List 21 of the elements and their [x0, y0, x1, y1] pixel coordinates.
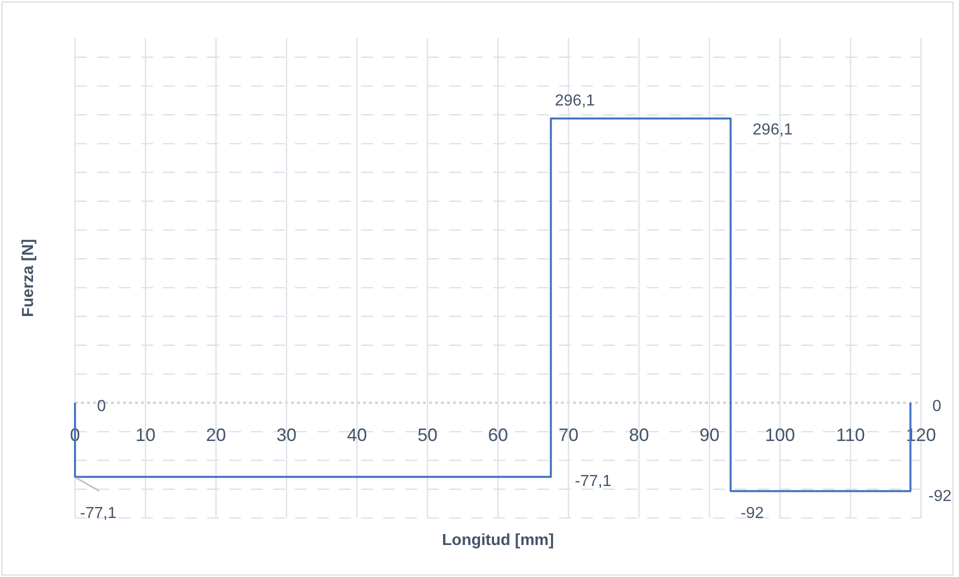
x-tick-label: 70: [558, 424, 579, 445]
x-tick-label: 40: [346, 424, 368, 445]
data-label: -92: [928, 488, 952, 506]
data-label: -77,1: [574, 472, 612, 490]
y-axis-title: Fuerza [N]: [20, 238, 37, 318]
data-label: -92: [740, 505, 764, 522]
x-axis-title: Longitud [mm]: [442, 532, 554, 549]
x-tick-label: 80: [628, 424, 650, 445]
x-tick-label: 100: [764, 424, 796, 445]
x-tick-label: 60: [488, 424, 508, 445]
x-tick-label: 90: [699, 424, 720, 445]
x-tick-label: 10: [135, 424, 156, 445]
x-tick-label: 30: [276, 424, 297, 445]
data-label: 0: [932, 398, 942, 415]
data-label: 0: [97, 398, 106, 415]
x-tick-label: 110: [836, 424, 865, 445]
data-label: 296,1: [554, 92, 596, 110]
x-tick-label: 50: [417, 424, 438, 445]
data-label: 296,1: [752, 122, 793, 139]
x-tick-label: 20: [206, 424, 226, 445]
data-label: -77,1: [80, 504, 117, 522]
